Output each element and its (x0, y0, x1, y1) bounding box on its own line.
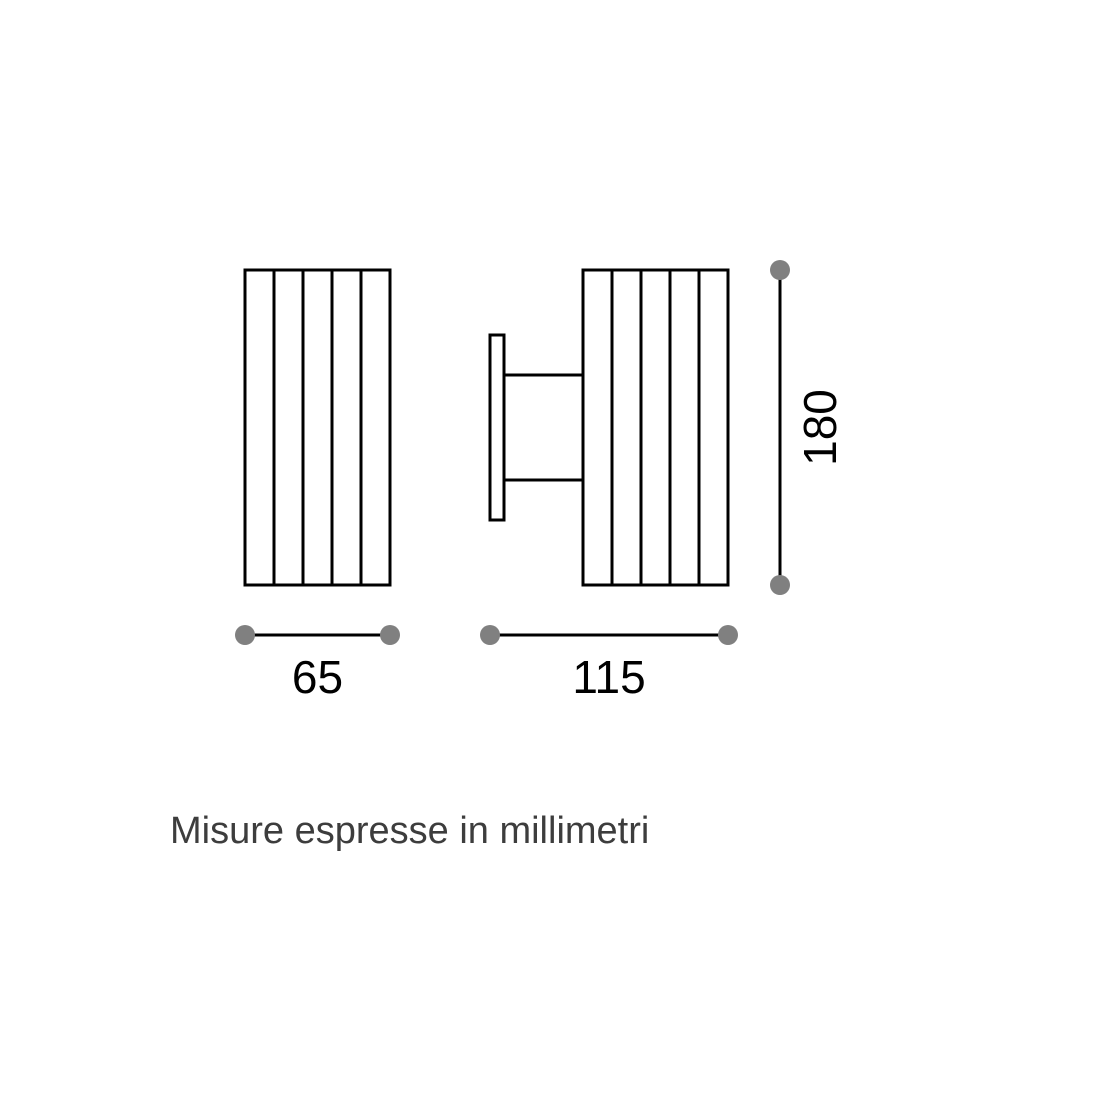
svg-text:180: 180 (794, 389, 846, 466)
svg-text:65: 65 (292, 651, 343, 703)
svg-text:115: 115 (572, 651, 645, 703)
caption-text: Misure espresse in millimetri (170, 810, 649, 853)
drawing-canvas: 65 115 180 Misure espresse in millimetri (0, 0, 1100, 1100)
technical-drawing: 65 115 180 (0, 0, 1100, 1100)
